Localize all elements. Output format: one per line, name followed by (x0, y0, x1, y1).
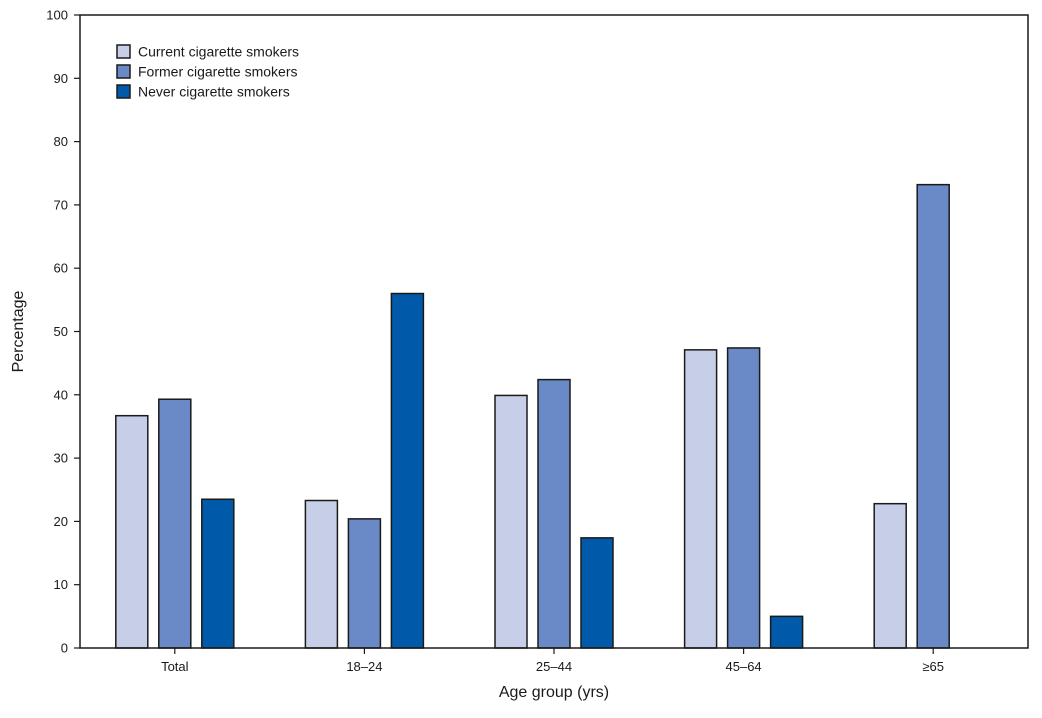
bar (158, 398, 192, 649)
bar (873, 502, 907, 649)
legend-label: Current cigarette smokers (138, 44, 299, 60)
bar (916, 183, 950, 649)
x-tick-label: 25–44 (536, 659, 572, 674)
x-tick-label: ≥65 (922, 659, 944, 674)
y-tick-label: 30 (54, 451, 68, 466)
legend-swatch (116, 84, 131, 99)
y-tick-label: 20 (54, 514, 68, 529)
legend-label: Former cigarette smokers (138, 64, 297, 80)
x-tick-label: Total (161, 659, 189, 674)
y-tick-label: 60 (54, 261, 68, 276)
y-tick-label: 0 (61, 641, 68, 656)
legend-label: Never cigarette smokers (138, 84, 290, 100)
bar (580, 537, 614, 649)
bars-layer (115, 183, 950, 649)
x-axis-title: Age group (yrs) (499, 684, 609, 701)
y-tick-label: 10 (54, 577, 68, 592)
y-tick-label: 80 (54, 134, 68, 149)
bar (201, 498, 235, 649)
legend-swatch (116, 44, 131, 59)
y-axis-title: Percentage (10, 290, 27, 372)
bar (347, 518, 382, 649)
legend-swatch (116, 64, 131, 79)
y-tick-label: 40 (54, 387, 68, 402)
bar (494, 394, 528, 649)
y-tick-label: 70 (54, 197, 68, 212)
y-tick-label: 50 (54, 324, 68, 339)
bar (726, 347, 761, 649)
legend: Current cigarette smokers Former cigarett… (116, 44, 299, 100)
x-tick-label: 18–24 (346, 659, 382, 674)
bar (304, 499, 339, 649)
bar (537, 378, 571, 649)
bar (115, 414, 149, 649)
bar (683, 349, 718, 649)
x-axis: Total 18–24 25–44 45–64 ≥65 (161, 648, 944, 674)
x-tick-label: 45–64 (726, 659, 762, 674)
y-tick-label: 100 (46, 8, 68, 23)
y-tick-label: 90 (54, 71, 68, 86)
y-axis: 0 10 20 30 40 50 60 70 80 90 100 (46, 8, 80, 656)
bar (390, 292, 425, 649)
bar (769, 615, 804, 649)
